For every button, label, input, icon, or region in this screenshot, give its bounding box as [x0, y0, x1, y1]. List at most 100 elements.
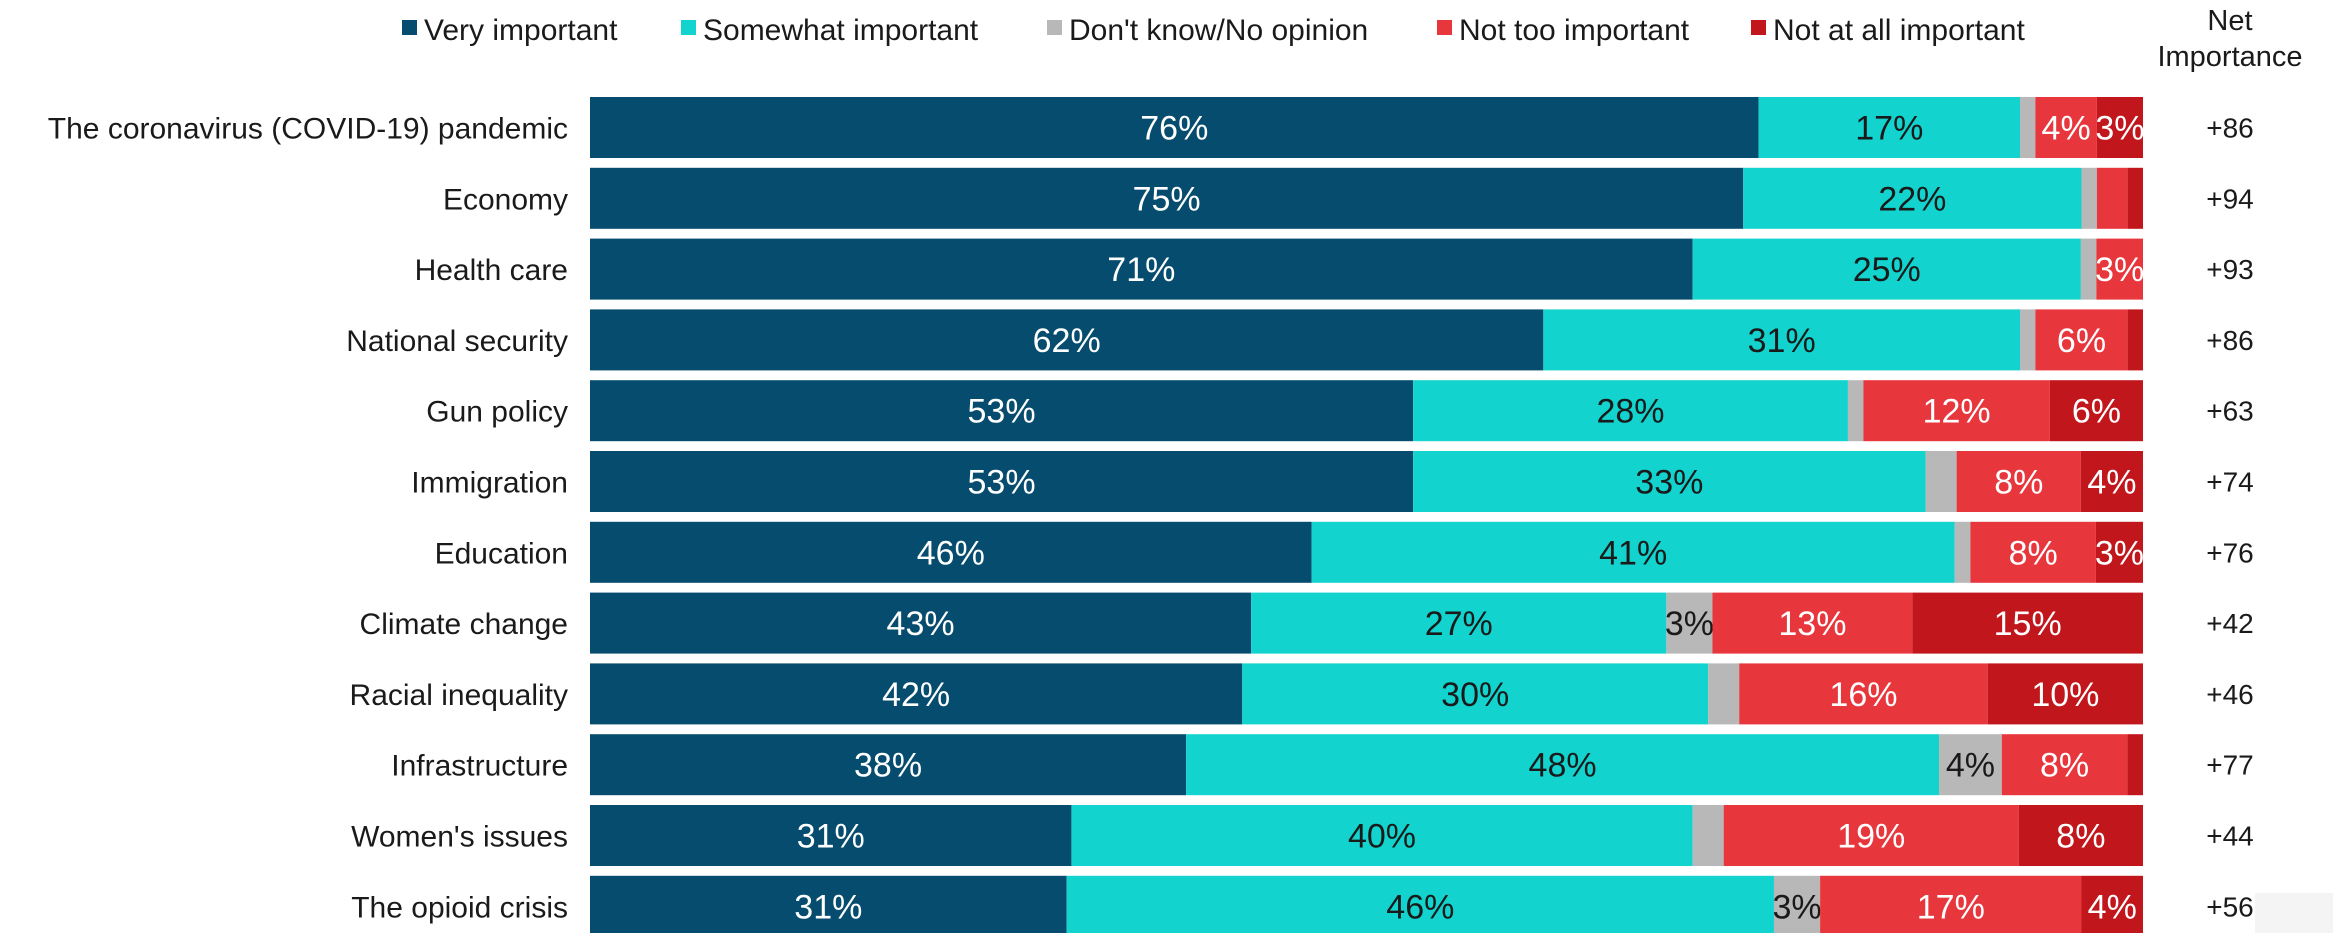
bar-segment	[1311, 521, 1955, 583]
category-label: Health care	[415, 254, 568, 287]
data-label: 10%	[2031, 676, 2099, 714]
bar-segment	[1743, 167, 2082, 229]
bar-segment	[1071, 805, 1693, 866]
bar-segment	[590, 238, 1693, 300]
category-label: Infrastructure	[391, 750, 568, 783]
legend-swatch	[402, 20, 417, 35]
data-label: 4%	[2042, 110, 2091, 148]
bar-segment	[2081, 167, 2097, 229]
bar-segment	[1413, 451, 1926, 512]
category-label: Immigration	[411, 467, 568, 500]
bar-segment	[1847, 380, 1864, 442]
category-label: Gun policy	[426, 396, 568, 429]
bar-segment	[1543, 309, 2020, 371]
data-label: 25%	[1853, 251, 1921, 289]
category-labels: The coronavirus (COVID-19) pandemic Econo…	[48, 113, 568, 925]
data-label: 38%	[854, 747, 922, 785]
bar-segment	[590, 875, 1067, 933]
data-label: 53%	[968, 464, 1036, 502]
bar-segment	[1758, 97, 2020, 158]
category-label: Racial inequality	[350, 679, 568, 712]
data-label: 6%	[2057, 322, 2106, 360]
bar-segment	[2096, 238, 2143, 300]
data-label: 31%	[1748, 322, 1816, 360]
bar-segment	[1251, 592, 1667, 654]
legend-swatch	[1047, 20, 1062, 35]
net-importance-value: +56	[2206, 891, 2254, 922]
data-label: 3%	[1665, 605, 1714, 643]
bar-segment	[1956, 451, 2081, 512]
data-label: 53%	[968, 393, 1036, 431]
bar-segment	[2001, 734, 2128, 796]
bar-segment	[590, 451, 1414, 512]
bar-segment	[1666, 592, 1713, 654]
bar-segment	[2127, 734, 2143, 796]
data-label: 62%	[1033, 322, 1101, 360]
bar-segment	[590, 309, 1544, 371]
net-importance-title-line1: Net	[2207, 5, 2252, 37]
data-label: 75%	[1133, 180, 1201, 218]
data-label: 40%	[1348, 818, 1416, 856]
category-label: The coronavirus (COVID-19) pandemic	[48, 113, 568, 146]
data-label: 6%	[2072, 393, 2121, 431]
legend-label: Somewhat important	[703, 14, 979, 47]
bar-segment	[2019, 309, 2036, 371]
data-label: 3%	[2095, 251, 2144, 289]
bar-segment	[1242, 663, 1709, 725]
bar-segment	[2080, 238, 2097, 300]
data-label: 4%	[2088, 888, 2137, 926]
net-importance-values: +86 +94 +93 +86 +63 +74 +76 +42 +46 +77 +44 +56	[2206, 113, 2254, 923]
bar-segment	[590, 167, 1744, 229]
bar-segment	[1863, 380, 2050, 442]
corner-panel	[2255, 893, 2333, 933]
data-label: 19%	[1837, 818, 1905, 856]
legend-label: Not at all important	[1773, 14, 2025, 47]
category-label: Climate change	[360, 608, 568, 641]
data-label: 41%	[1599, 534, 1667, 572]
legend: Very important Somewhat important Don't kn…	[402, 14, 2025, 47]
bar-segment	[1712, 592, 1913, 654]
bar-segment	[590, 663, 1243, 725]
bar-segment	[590, 380, 1414, 442]
legend-swatch	[1437, 20, 1452, 35]
bar-segment	[2080, 451, 2143, 512]
bar-segment	[1708, 663, 1740, 725]
net-importance-value: +74	[2206, 467, 2254, 498]
data-label: 48%	[1529, 747, 1597, 785]
data-label: 17%	[1855, 110, 1923, 148]
bar-segment	[2035, 309, 2128, 371]
data-label: 8%	[2040, 747, 2089, 785]
bar-segment	[1912, 592, 2143, 654]
bar-segment	[1739, 663, 1988, 725]
legend-swatch	[681, 20, 696, 35]
net-importance-value: +86	[2206, 113, 2254, 144]
bar-segment	[1692, 805, 1724, 866]
bars-group: 76% 17% 4% 3%75% 22%71% 25% 3%62% 31% 6%53% 28% 12…	[590, 97, 2145, 933]
bar-segment	[1773, 875, 1821, 933]
data-label: 17%	[1917, 888, 1985, 926]
bar-segment	[2018, 805, 2143, 866]
legend-label: Don't know/No opinion	[1069, 14, 1368, 47]
data-label: 4%	[2087, 464, 2136, 502]
data-label: 42%	[882, 676, 950, 714]
data-label: 8%	[2009, 534, 2058, 572]
bar-segment	[2081, 875, 2143, 933]
category-label: National security	[346, 325, 568, 358]
net-importance-value: +77	[2206, 750, 2254, 781]
data-label: 46%	[917, 534, 985, 572]
data-label: 30%	[1441, 676, 1509, 714]
bar-segment	[590, 521, 1312, 583]
data-label: 4%	[1946, 747, 1995, 785]
bar-segment	[2019, 97, 2036, 158]
net-importance-title-line2: Importance	[2157, 41, 2302, 73]
data-label: 8%	[1994, 464, 2043, 502]
legend-swatch	[1751, 20, 1766, 35]
bar-segment	[2096, 97, 2143, 158]
category-label: Education	[435, 537, 568, 570]
bar-segment	[590, 734, 1187, 796]
data-label: 71%	[1107, 251, 1175, 289]
data-label: 31%	[797, 818, 865, 856]
data-label: 27%	[1425, 605, 1493, 643]
bar-segment	[2096, 167, 2128, 229]
